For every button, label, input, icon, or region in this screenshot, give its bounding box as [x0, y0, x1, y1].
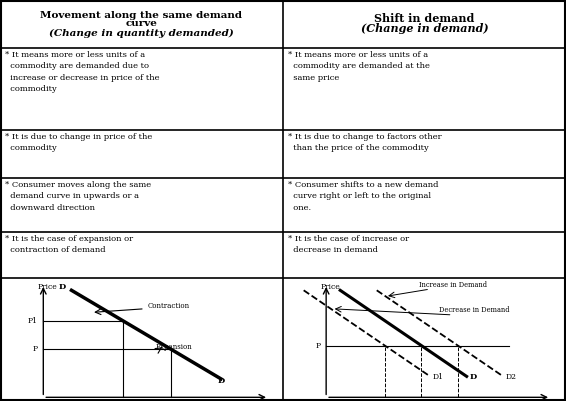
Text: * It is due to change in price of the
  commodity: * It is due to change in price of the co…	[5, 133, 152, 152]
Text: * It is due to change to factors other
  than the price of the commodity: * It is due to change to factors other t…	[288, 133, 441, 152]
Text: P: P	[32, 345, 38, 353]
Text: * Consumer shifts to a new demand
  curve right or left to the original
  one.: * Consumer shifts to a new demand curve …	[288, 181, 439, 212]
Text: D: D	[469, 373, 477, 381]
Text: D1: D1	[433, 373, 444, 381]
Text: P: P	[315, 342, 320, 350]
Text: (Change in demand): (Change in demand)	[361, 24, 488, 34]
Text: D: D	[218, 377, 225, 385]
Text: Contraction: Contraction	[148, 302, 190, 310]
Text: D: D	[59, 283, 66, 291]
Text: (Change in quantity demanded): (Change in quantity demanded)	[49, 28, 234, 38]
Text: Shift in demand: Shift in demand	[374, 14, 475, 24]
Text: Quantity: Quantity	[244, 399, 277, 401]
Text: D2: D2	[506, 373, 517, 381]
Text: curve: curve	[126, 20, 157, 28]
Text: P1: P1	[28, 317, 38, 325]
Text: Expansion: Expansion	[156, 343, 193, 351]
Text: * Consumer moves along the same
  demand curve in upwards or a
  downward direct: * Consumer moves along the same demand c…	[5, 181, 151, 212]
Text: Movement along the same demand: Movement along the same demand	[41, 10, 242, 20]
Text: * It means more or less units of a
  commodity are demanded due to
  increase or: * It means more or less units of a commo…	[5, 51, 160, 93]
Text: Quantity: Quantity	[526, 399, 559, 401]
Text: Price: Price	[38, 283, 57, 291]
Text: Price: Price	[320, 283, 340, 291]
Text: * It means more or less units of a
  commodity are demanded at the
  same price: * It means more or less units of a commo…	[288, 51, 430, 81]
Text: * It is the case of increase or
  decrease in demand: * It is the case of increase or decrease…	[288, 235, 409, 254]
Text: * It is the case of expansion or
  contraction of demand: * It is the case of expansion or contrac…	[5, 235, 133, 254]
Text: Decrease in Demand: Decrease in Demand	[439, 306, 509, 314]
Text: Increase in Demand: Increase in Demand	[419, 281, 487, 289]
